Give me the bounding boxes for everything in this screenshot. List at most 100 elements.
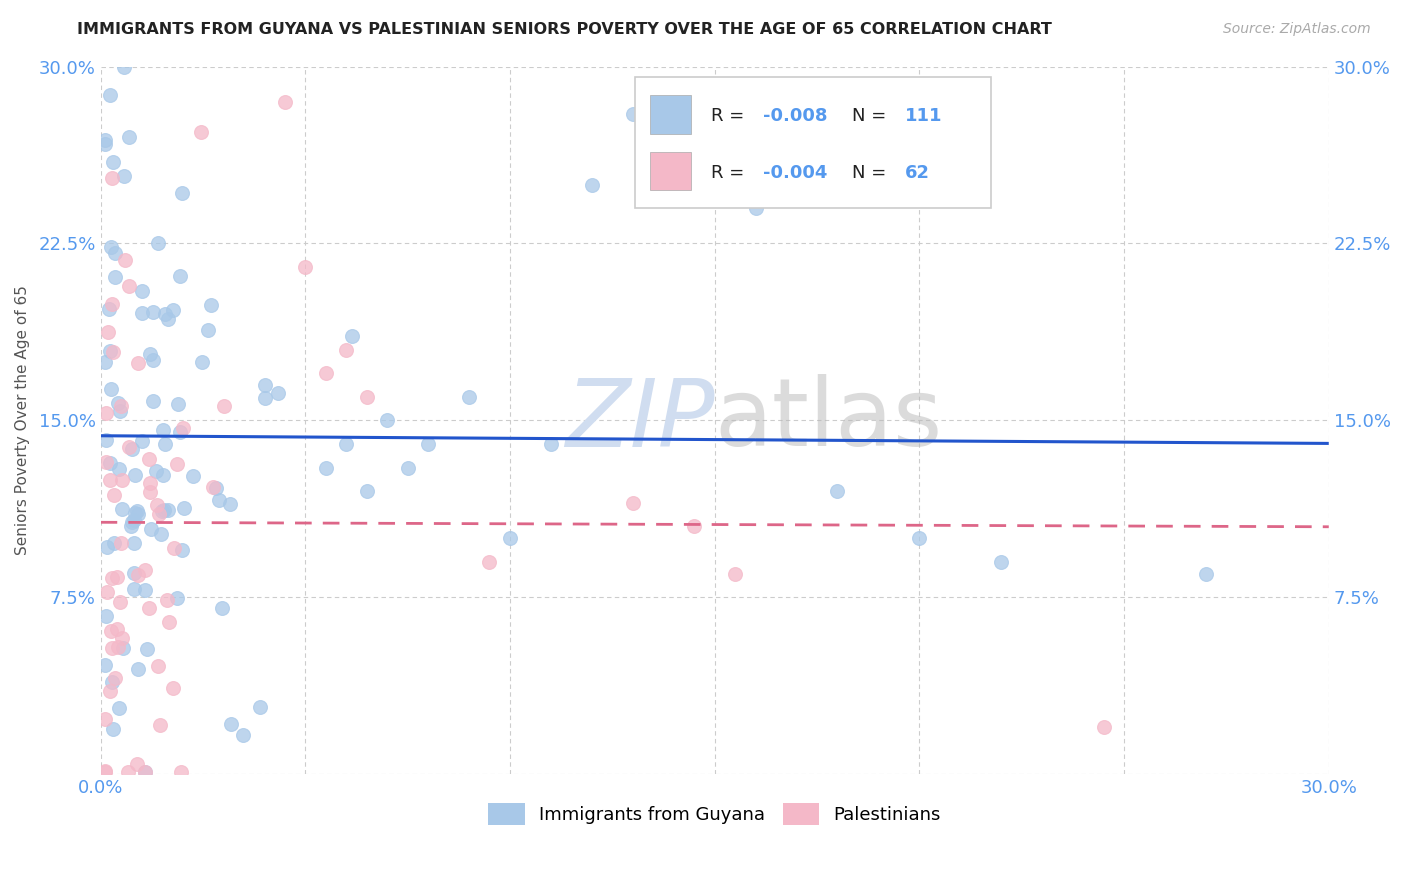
- Point: [98, 343, 121, 358]
- Point: [105, 570, 128, 584]
- Point: [122, 582, 145, 596]
- Bar: [650, 95, 692, 134]
- Point: [148, 507, 170, 521]
- Point: [163, 541, 186, 555]
- Point: [100, 683, 122, 698]
- Point: [173, 500, 195, 515]
- Text: R =: R =: [711, 164, 749, 182]
- Point: [458, 390, 481, 404]
- Point: [211, 601, 233, 615]
- Point: [93, 764, 115, 779]
- Point: [100, 624, 122, 638]
- Point: [98, 473, 121, 487]
- Point: [104, 246, 127, 260]
- Point: [100, 240, 122, 254]
- Point: [96, 584, 118, 599]
- Point: [108, 404, 131, 418]
- Point: [107, 640, 129, 654]
- Point: [204, 481, 226, 495]
- Point: [103, 345, 125, 359]
- Point: [112, 169, 135, 184]
- Point: [138, 601, 160, 615]
- Point: [166, 457, 188, 471]
- Point: [111, 632, 134, 646]
- Text: -0.004: -0.004: [762, 164, 827, 182]
- Point: [190, 354, 212, 368]
- Point: [356, 484, 378, 499]
- Point: [139, 522, 162, 536]
- Point: [114, 252, 136, 267]
- Point: [105, 622, 128, 636]
- Point: [139, 476, 162, 491]
- Bar: [650, 152, 692, 190]
- Point: [908, 531, 931, 545]
- Point: [356, 390, 378, 404]
- Point: [267, 386, 290, 401]
- Point: [97, 325, 120, 339]
- Point: [219, 497, 242, 511]
- Point: [108, 595, 131, 609]
- Point: [172, 543, 194, 558]
- Point: [1195, 566, 1218, 581]
- Point: [152, 503, 174, 517]
- Point: [103, 536, 125, 550]
- Point: [142, 394, 165, 409]
- Point: [167, 397, 190, 411]
- Point: [138, 451, 160, 466]
- Point: [142, 305, 165, 319]
- Point: [478, 555, 501, 569]
- Text: atlas: atlas: [714, 375, 943, 467]
- Point: [145, 464, 167, 478]
- Point: [111, 473, 134, 487]
- Point: [111, 502, 134, 516]
- Point: [150, 504, 173, 518]
- Point: [134, 563, 156, 577]
- Text: IMMIGRANTS FROM GUYANA VS PALESTINIAN SENIORS POVERTY OVER THE AGE OF 65 CORRELA: IMMIGRANTS FROM GUYANA VS PALESTINIAN SE…: [77, 22, 1052, 37]
- Point: [146, 659, 169, 673]
- Text: -0.008: -0.008: [762, 107, 827, 125]
- Text: N =: N =: [852, 164, 893, 182]
- Point: [122, 535, 145, 549]
- Point: [396, 460, 419, 475]
- Point: [724, 566, 747, 581]
- Point: [98, 88, 121, 103]
- Point: [744, 201, 766, 215]
- Point: [131, 284, 153, 298]
- Point: [294, 260, 316, 274]
- Point: [104, 269, 127, 284]
- Point: [335, 437, 357, 451]
- Point: [139, 485, 162, 500]
- Point: [172, 421, 194, 435]
- Point: [118, 130, 141, 145]
- Point: [683, 519, 706, 533]
- Text: R =: R =: [711, 107, 749, 125]
- Point: [104, 671, 127, 685]
- Point: [101, 170, 124, 185]
- Point: [181, 469, 204, 483]
- Point: [127, 567, 149, 582]
- Text: 111: 111: [905, 107, 942, 125]
- Point: [125, 756, 148, 771]
- Point: [124, 507, 146, 521]
- Point: [93, 136, 115, 151]
- Point: [127, 504, 149, 518]
- Point: [98, 456, 121, 470]
- Point: [122, 566, 145, 581]
- Point: [146, 235, 169, 250]
- Point: [197, 322, 219, 336]
- Point: [157, 503, 180, 517]
- Point: [142, 353, 165, 368]
- Y-axis label: Seniors Poverty Over the Age of 65: Seniors Poverty Over the Age of 65: [15, 285, 30, 556]
- Point: [201, 480, 224, 494]
- Point: [108, 462, 131, 476]
- Point: [166, 591, 188, 605]
- Point: [156, 593, 179, 607]
- Point: [103, 488, 125, 502]
- Point: [200, 298, 222, 312]
- Point: [157, 615, 180, 629]
- Point: [127, 662, 149, 676]
- Point: [94, 434, 117, 448]
- Point: [131, 434, 153, 449]
- Point: [96, 406, 118, 420]
- Point: [134, 583, 156, 598]
